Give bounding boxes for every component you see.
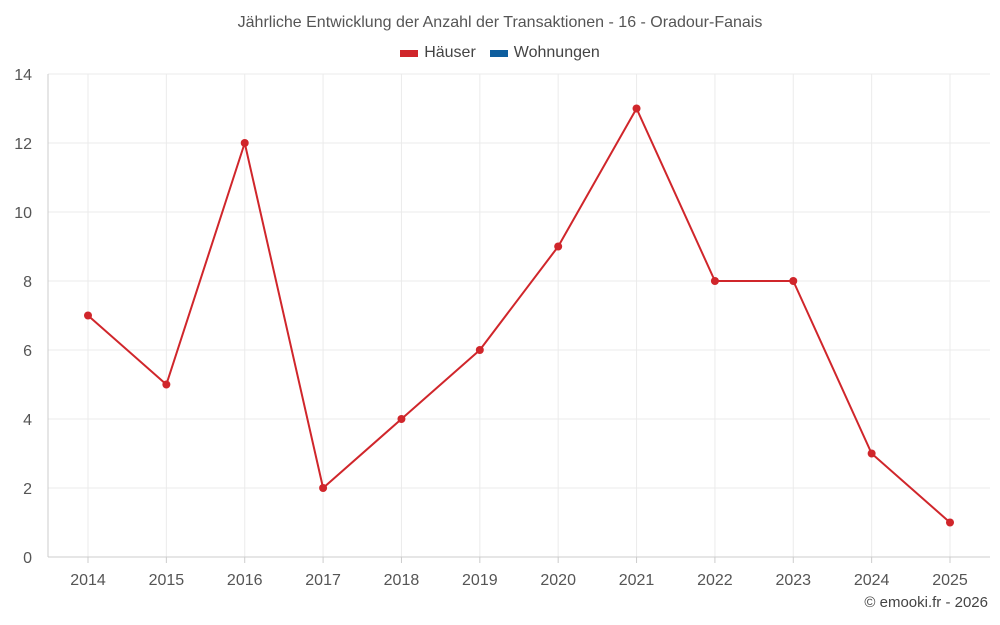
x-tick-label: 2021 (619, 572, 655, 589)
legend-swatch-wohnungen (489, 49, 508, 57)
data-point (554, 242, 563, 251)
x-tick-label: 2025 (932, 572, 968, 589)
x-tick-label: 2024 (854, 572, 890, 589)
x-tick-label: 2015 (149, 572, 185, 589)
legend-label-wohnungen: Wohnungen (513, 44, 600, 61)
y-tick-label: 8 (23, 274, 32, 291)
data-point (867, 449, 876, 458)
data-point (475, 346, 484, 354)
legend-item-haeuser[interactable]: Häuser (400, 44, 476, 62)
y-tick-label: 10 (14, 205, 32, 222)
chart-title: Jährliche Entwicklung der Anzahl der Tra… (237, 14, 763, 31)
legend-label-haeuser: Häuser (424, 44, 476, 61)
data-point (397, 415, 406, 423)
legend: Häuser Wohnungen (0, 44, 1000, 62)
x-tick-label: 2017 (305, 572, 341, 589)
series-line-0 (87, 107, 951, 524)
data-point (632, 104, 641, 113)
y-tick-label: 2 (23, 481, 32, 498)
y-tick-label: 0 (23, 550, 32, 567)
legend-swatch-haeuser (400, 49, 419, 57)
data-point (240, 139, 249, 147)
y-tick-label: 6 (23, 343, 32, 360)
x-tick-label: 2019 (462, 572, 498, 589)
data-point (710, 277, 719, 285)
x-tick-label: 2022 (697, 572, 733, 589)
x-tick-label: 2023 (775, 572, 811, 589)
x-tick-label: 2018 (384, 572, 420, 589)
data-point (84, 311, 92, 320)
y-tick-label: 4 (23, 412, 32, 429)
data-point (789, 277, 798, 285)
y-tick-label: 14 (14, 67, 32, 84)
y-tick-label: 12 (14, 136, 32, 153)
x-tick-label: 2020 (540, 572, 576, 589)
legend-item-wohnungen[interactable]: Wohnungen (489, 44, 600, 62)
x-tick-label: 2014 (70, 572, 106, 589)
data-point (946, 518, 954, 527)
credit-text: © emooki.fr - 2026 (864, 594, 988, 611)
data-point (319, 484, 328, 492)
x-tick-label: 2016 (227, 572, 263, 589)
data-point (162, 380, 171, 389)
